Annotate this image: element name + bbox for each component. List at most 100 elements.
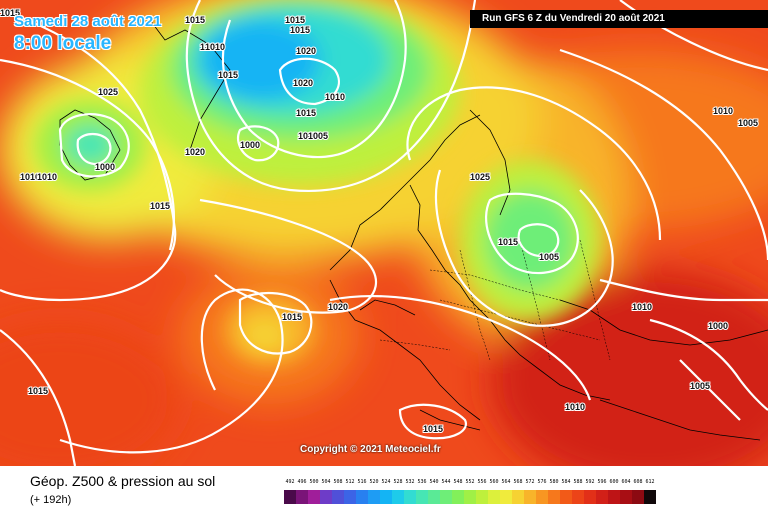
- legend-swatch: [344, 490, 356, 504]
- isobar-label: 1015: [28, 386, 48, 396]
- isobar-labels: 1015101510151010102010151025102010101015…: [0, 7, 759, 435]
- isobar-label: 1020: [296, 46, 316, 56]
- legend-swatch: [644, 490, 656, 504]
- isobar-label: 1020: [185, 147, 205, 157]
- isobar-label: 1015: [285, 15, 305, 25]
- legend-swatch: [512, 490, 524, 504]
- legend-label: 612: [645, 479, 655, 485]
- isobar-label: 1020: [293, 78, 313, 88]
- legend-label: 492: [285, 479, 295, 485]
- legend-swatch: [368, 490, 380, 504]
- footer-panel: Géop. Z500 & pression au sol (+ 192h) 49…: [0, 466, 768, 512]
- legend-label: 516: [357, 479, 367, 485]
- isobar-label: 1025: [470, 172, 490, 182]
- isobar-label: 1010: [200, 42, 220, 52]
- legend-label: 504: [321, 479, 331, 485]
- isobar-label: 1015: [296, 108, 316, 118]
- isobar-label: 1015: [150, 201, 170, 211]
- isobar-label: 1000: [240, 140, 260, 150]
- legend-label: 600: [609, 479, 619, 485]
- isobar-label: 1015: [498, 237, 518, 247]
- legend-label: 508: [333, 479, 343, 485]
- legend-label: 576: [537, 479, 547, 485]
- isobar-label: 1025: [98, 87, 118, 97]
- legend-swatch: [608, 490, 620, 504]
- isobar-label: 1010: [37, 172, 57, 182]
- isobar-label: 1000: [708, 321, 728, 331]
- legend-label: 580: [549, 479, 559, 485]
- legend-label: 556: [477, 479, 487, 485]
- legend-label: 588: [573, 479, 583, 485]
- legend-swatch: [356, 490, 368, 504]
- legend-label: 572: [525, 479, 535, 485]
- legend-swatch: [392, 490, 404, 504]
- legend-label: 548: [453, 479, 463, 485]
- legend-swatch: [308, 490, 320, 504]
- legend-swatch: [320, 490, 332, 504]
- legend-swatch: [500, 490, 512, 504]
- legend-label: 608: [633, 479, 643, 485]
- legend-label: 512: [345, 479, 355, 485]
- legend-swatch: [548, 490, 560, 504]
- legend-label: 500: [309, 479, 319, 485]
- legend-swatch: [488, 490, 500, 504]
- z500-color-field: [0, 0, 768, 466]
- legend-label: 524: [381, 479, 391, 485]
- legend-swatch: [584, 490, 596, 504]
- legend-swatch: [404, 490, 416, 504]
- legend-swatch: [560, 490, 572, 504]
- product-title: Géop. Z500 & pression au sol: [30, 473, 216, 489]
- legend-swatch: [428, 490, 440, 504]
- legend-swatch: [296, 490, 308, 504]
- isobar-label: 1010: [565, 402, 585, 412]
- isobar-label: 1005: [298, 131, 318, 141]
- lead-time: (+ 192h): [30, 494, 72, 506]
- isobar-label: 1005: [539, 252, 559, 262]
- forecast-date: Samedi 28 août 2021: [14, 13, 162, 30]
- legend-swatch: [572, 490, 584, 504]
- legend-label: 596: [597, 479, 607, 485]
- isobar-label: 1005: [738, 118, 758, 128]
- isobar-label: 1015: [185, 15, 205, 25]
- isobar-label: 1010: [20, 172, 40, 182]
- legend-label: 568: [513, 479, 523, 485]
- isobar-label: 1015: [423, 424, 443, 434]
- legend-label: 528: [393, 479, 403, 485]
- legend-swatch: [536, 490, 548, 504]
- legend-swatch: [416, 490, 428, 504]
- isobar-label: 1015: [0, 8, 20, 18]
- isobar-label: 1010: [205, 42, 225, 52]
- legend-swatch: [440, 490, 452, 504]
- geopotential-map: 1015101510151010102010151025102010101015…: [0, 0, 768, 466]
- legend-label: 592: [585, 479, 595, 485]
- legend-label: 496: [297, 479, 307, 485]
- legend-swatch: [620, 490, 632, 504]
- legend-label: 584: [561, 479, 571, 485]
- legend-swatch: [524, 490, 536, 504]
- legend-label: 544: [441, 479, 451, 485]
- run-info-banner: Run GFS 6 Z du Vendredi 20 août 2021: [470, 10, 768, 28]
- legend-swatch: [380, 490, 392, 504]
- isobar-label: 1015: [290, 25, 310, 35]
- legend-swatch: [284, 490, 296, 504]
- isobar-label: 1010: [325, 92, 345, 102]
- isobars: [0, 0, 768, 466]
- country-borders: [379, 239, 611, 361]
- forecast-time: 8:00 locale: [14, 33, 112, 54]
- legend-swatch: [464, 490, 476, 504]
- legend-label: 536: [417, 479, 427, 485]
- isobar-label: 1010: [632, 302, 652, 312]
- legend-swatch: [632, 490, 644, 504]
- legend-swatch: [596, 490, 608, 504]
- legend-label: 564: [501, 479, 511, 485]
- legend-labels: 492 496 500 504 508 512 516 520 524 528 532 536 540 5…: [284, 479, 656, 485]
- legend-label: 604: [621, 479, 631, 485]
- isobar-label: 1000: [95, 162, 115, 172]
- isobar-label: 1005: [690, 381, 710, 391]
- copyright-notice: Copyright © 2021 Meteociel.fr: [300, 444, 441, 455]
- isobar-label: 1015: [282, 312, 302, 322]
- legend-swatch: [452, 490, 464, 504]
- legend-swatch: [332, 490, 344, 504]
- isobar-label: 1005: [308, 131, 328, 141]
